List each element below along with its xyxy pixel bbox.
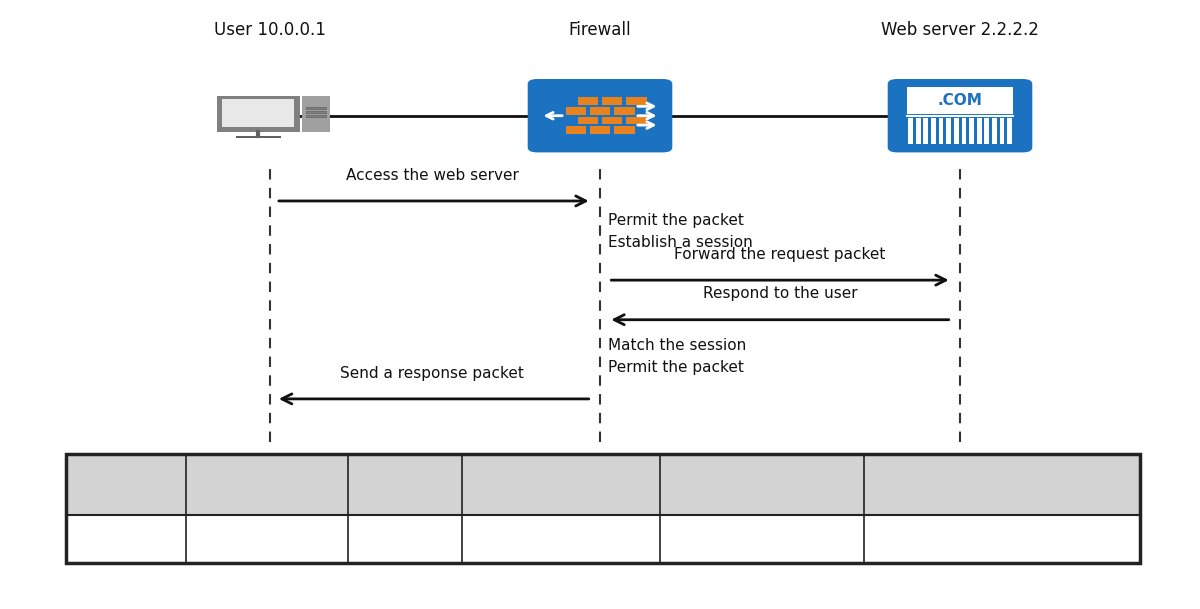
FancyBboxPatch shape <box>888 79 1032 152</box>
Text: Permit: Permit <box>977 532 1027 546</box>
Text: 1: 1 <box>121 532 131 546</box>
Bar <box>306 107 326 108</box>
Text: .COM: .COM <box>937 93 983 108</box>
Text: Access the web server: Access the web server <box>346 167 518 183</box>
Bar <box>984 118 989 144</box>
Text: User 10.0.0.1: User 10.0.0.1 <box>214 21 326 40</box>
Bar <box>66 454 1140 563</box>
Bar <box>589 107 611 114</box>
Text: Source
Address: Source Address <box>233 467 301 501</box>
Bar <box>601 97 623 105</box>
Bar <box>938 118 943 144</box>
Bar <box>577 117 599 124</box>
Text: 80: 80 <box>752 532 772 546</box>
Bar <box>577 97 599 105</box>
Text: Web server 2.2.2.2: Web server 2.2.2.2 <box>881 21 1039 40</box>
Bar <box>947 118 952 144</box>
Bar <box>924 118 929 144</box>
Bar <box>931 118 936 144</box>
Bar <box>626 97 647 105</box>
Bar <box>66 515 1140 563</box>
Bar <box>235 136 281 138</box>
FancyBboxPatch shape <box>528 79 672 152</box>
Bar <box>302 96 330 132</box>
Text: Action: Action <box>974 477 1030 491</box>
Bar <box>66 454 1140 515</box>
Text: 2.2.2.2: 2.2.2.2 <box>534 532 588 546</box>
Bar <box>222 99 294 127</box>
Text: Destination Port: Destination Port <box>691 477 833 491</box>
Bar <box>614 107 635 114</box>
Text: 10.0.0.1: 10.0.0.1 <box>235 532 299 546</box>
Text: Forward the request packet: Forward the request packet <box>674 247 886 262</box>
Text: Session
ID: Session ID <box>94 467 158 501</box>
Bar <box>565 126 586 134</box>
Bar <box>992 118 997 144</box>
Bar <box>977 118 982 144</box>
Text: Destination
Address: Destination Address <box>511 467 611 501</box>
Text: Send a response packet: Send a response packet <box>340 365 524 381</box>
Bar <box>626 117 647 124</box>
Bar <box>601 117 623 124</box>
Text: Permit the packet
Establish a session: Permit the packet Establish a session <box>608 213 754 250</box>
Bar <box>217 96 300 132</box>
Bar <box>589 126 611 134</box>
Bar <box>1007 118 1012 144</box>
Text: Firewall: Firewall <box>569 21 631 40</box>
Bar <box>970 118 974 144</box>
Bar <box>954 118 959 144</box>
Bar <box>565 107 586 114</box>
Bar <box>961 118 966 144</box>
Text: Respond to the user: Respond to the user <box>703 286 857 301</box>
Text: Match the session
Permit the packet: Match the session Permit the packet <box>608 337 746 375</box>
Bar <box>916 118 920 144</box>
Bar <box>907 87 1013 114</box>
Text: Source
Port: Source Port <box>376 467 434 501</box>
Bar <box>614 126 635 134</box>
Bar <box>306 115 326 117</box>
Bar <box>908 118 913 144</box>
Bar <box>306 111 326 113</box>
Text: *: * <box>401 532 409 546</box>
Bar <box>1000 118 1004 144</box>
